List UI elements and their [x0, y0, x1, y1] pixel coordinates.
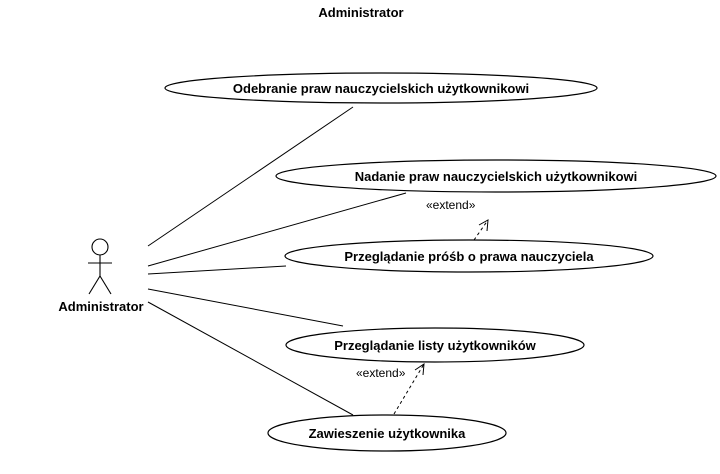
use-case-label: Przeglądanie listy użytkowników — [334, 338, 536, 353]
use-case-przegladanie-prosb[interactable]: Przeglądanie próśb o prawa nauczyciela — [284, 239, 654, 273]
diagram-title: Administrator — [318, 5, 403, 20]
stick-figure-icon — [88, 238, 112, 295]
actor-label: Administrator — [58, 299, 143, 314]
use-case-ellipse — [164, 72, 598, 104]
extend-relation-2: «extend» — [356, 363, 425, 415]
arrow-head-icon — [414, 363, 425, 376]
use-case-label: Przeglądanie próśb o prawa nauczyciela — [344, 249, 594, 264]
use-case-odebranie[interactable]: Odebranie praw nauczycielskich użytkowni… — [164, 72, 598, 104]
extend-line — [473, 219, 489, 241]
associations — [147, 106, 407, 416]
use-case-label: Zawieszenie użytkownika — [309, 426, 467, 441]
use-case-label: Nadanie praw nauczycielskich użytkowniko… — [355, 169, 637, 184]
extend-label: «extend» — [426, 198, 476, 212]
arrow-head-icon — [478, 219, 489, 232]
use-case-przegladanie-listy[interactable]: Przeglądanie listy użytkowników — [285, 327, 585, 363]
association-uc3 — [147, 265, 287, 275]
association-uc1 — [147, 106, 354, 247]
extend-relation-1: «extend» — [426, 198, 489, 241]
extend-line — [393, 363, 425, 415]
association-uc2 — [147, 192, 407, 267]
use-case-nadanie[interactable]: Nadanie praw nauczycielskich użytkowniko… — [275, 159, 717, 193]
association-uc5 — [147, 301, 354, 416]
use-case-label: Odebranie praw nauczycielskich użytkowni… — [233, 81, 529, 96]
use-case-zawieszenie[interactable]: Zawieszenie użytkownika — [267, 414, 507, 452]
extend-label: «extend» — [356, 366, 406, 380]
use-case-ellipse — [267, 414, 507, 452]
association-uc4 — [147, 288, 344, 327]
use-case-ellipse — [275, 159, 717, 193]
use-case-ellipse — [285, 327, 585, 363]
use-case-ellipse — [284, 239, 654, 273]
actor-administrator[interactable]: Administrator — [58, 238, 144, 314]
